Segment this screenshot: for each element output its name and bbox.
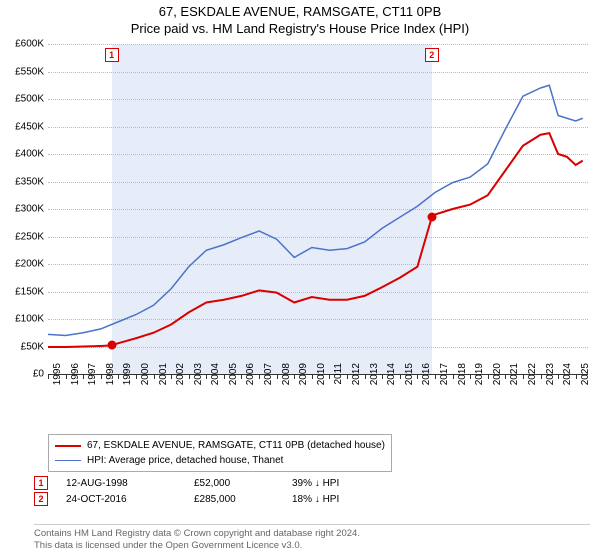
y-tick-label: £50K [6, 341, 44, 352]
x-tick [118, 374, 119, 379]
y-tick-label: £450K [6, 121, 44, 132]
legend-label: 67, ESKDALE AVENUE, RAMSGATE, CT11 0PB (… [87, 438, 385, 453]
y-tick-label: £500K [6, 94, 44, 105]
sales-date: 24-OCT-2016 [66, 494, 176, 505]
series-line-price_paid [48, 133, 583, 347]
sales-date: 12-AUG-1998 [66, 478, 176, 489]
x-tick [576, 374, 577, 379]
y-tick-label: £200K [6, 259, 44, 270]
x-tick [189, 374, 190, 379]
sales-price: £52,000 [194, 478, 274, 489]
x-tick [206, 374, 207, 379]
chart-titles: 67, ESKDALE AVENUE, RAMSGATE, CT11 0PB P… [0, 0, 600, 38]
y-tick-label: £150K [6, 286, 44, 297]
sales-row: 1 12-AUG-1998 £52,000 39% ↓ HPI [34, 476, 590, 490]
sale-marker-box: 1 [105, 48, 119, 62]
x-tick [136, 374, 137, 379]
series-svg [48, 44, 588, 374]
sale-marker-dot [427, 213, 436, 222]
legend-swatch [55, 460, 81, 461]
footer-line-1: Contains HM Land Registry data © Crown c… [34, 528, 590, 540]
sales-delta: 18% ↓ HPI [292, 494, 382, 505]
y-tick-label: £0 [6, 369, 44, 380]
y-tick-label: £250K [6, 231, 44, 242]
chart-plot-area: £0£50K£100K£150K£200K£250K£300K£350K£400… [48, 44, 588, 375]
sale-marker-box: 2 [425, 48, 439, 62]
x-tick [48, 374, 49, 379]
title-line-1: 67, ESKDALE AVENUE, RAMSGATE, CT11 0PB [0, 4, 600, 21]
legend-box: 67, ESKDALE AVENUE, RAMSGATE, CT11 0PB (… [48, 434, 392, 472]
x-tick [417, 374, 418, 379]
sales-row: 2 24-OCT-2016 £285,000 18% ↓ HPI [34, 492, 590, 506]
y-tick-label: £100K [6, 314, 44, 325]
x-tick [541, 374, 542, 379]
x-tick [277, 374, 278, 379]
y-tick-label: £550K [6, 66, 44, 77]
sales-table: 1 12-AUG-1998 £52,000 39% ↓ HPI 2 24-OCT-2016… [34, 474, 590, 508]
sales-price: £285,000 [194, 494, 274, 505]
legend-row: 67, ESKDALE AVENUE, RAMSGATE, CT11 0PB (… [55, 438, 385, 453]
x-tick [83, 374, 84, 379]
sales-row-marker: 2 [34, 492, 48, 506]
x-tick [66, 374, 67, 379]
sales-delta: 39% ↓ HPI [292, 478, 382, 489]
x-tick [347, 374, 348, 379]
x-tick [453, 374, 454, 379]
legend-swatch [55, 445, 81, 447]
x-tick [294, 374, 295, 379]
sales-row-marker: 1 [34, 476, 48, 490]
x-tick [382, 374, 383, 379]
x-tick [329, 374, 330, 379]
x-tick [505, 374, 506, 379]
y-tick-label: £300K [6, 204, 44, 215]
x-tick [435, 374, 436, 379]
x-tick [558, 374, 559, 379]
legend-row: HPI: Average price, detached house, Than… [55, 453, 385, 468]
x-tick [523, 374, 524, 379]
y-tick-label: £600K [6, 39, 44, 50]
sale-marker-dot [107, 341, 116, 350]
y-tick-label: £400K [6, 149, 44, 160]
footer-line-2: This data is licensed under the Open Gov… [34, 540, 590, 552]
x-tick [312, 374, 313, 379]
x-tick [101, 374, 102, 379]
x-tick [470, 374, 471, 379]
y-tick-label: £350K [6, 176, 44, 187]
x-tick [259, 374, 260, 379]
title-line-2: Price paid vs. HM Land Registry's House … [0, 21, 600, 38]
x-tick [171, 374, 172, 379]
legend-label: HPI: Average price, detached house, Than… [87, 453, 283, 468]
x-tick [241, 374, 242, 379]
x-tick [488, 374, 489, 379]
footer-attribution: Contains HM Land Registry data © Crown c… [34, 524, 590, 553]
x-tick [365, 374, 366, 379]
x-tick [224, 374, 225, 379]
x-tick [400, 374, 401, 379]
x-tick [154, 374, 155, 379]
